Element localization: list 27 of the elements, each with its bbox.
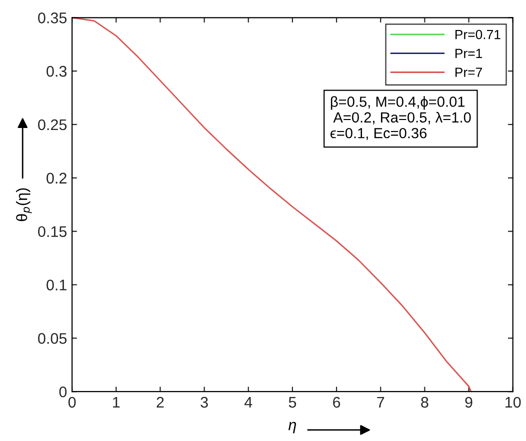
- annotation: ϵ=0.1, Ec=0.36: [330, 128, 427, 140]
- y-tick-label: 0: [59, 386, 67, 398]
- legend-label: Pr=1: [455, 48, 482, 58]
- x-axis-title: η: [288, 422, 296, 434]
- x-tick-label: 5: [288, 397, 296, 408]
- legend-label: Pr=0.71: [455, 30, 500, 40]
- y-tick-label: 0.1: [46, 280, 66, 290]
- y-tick-label: 0.25: [38, 119, 67, 130]
- x-tick-label: 9: [465, 396, 472, 408]
- x-tick-label: 0: [68, 396, 76, 408]
- x-tick-label: 2: [156, 396, 164, 408]
- x-tick-label: 6: [333, 396, 340, 408]
- y-tick-label: 0.2: [46, 172, 66, 184]
- x-tick-label: 7: [377, 397, 384, 408]
- y-tick-label: 0.35: [38, 12, 67, 24]
- x-tick-label: 4: [244, 397, 252, 408]
- x-tick-label: 3: [200, 396, 208, 408]
- annotation: β=0.5, M=0.4,ϕ=0.01: [330, 96, 465, 110]
- x-tick-label: 8: [421, 396, 428, 408]
- x-tick-label: 1: [113, 397, 120, 408]
- x-tick-label: 10: [506, 396, 521, 408]
- y-axis-title: θ$_{p}$(η): [16, 188, 32, 222]
- legend-label: Pr=7: [455, 68, 482, 77]
- y-tick-label: 0.05: [38, 333, 67, 344]
- y-tick-label: 0.15: [38, 226, 67, 238]
- annotation: A=0.2, Ra=0.5, λ=1.0: [333, 112, 471, 124]
- y-tick-label: 0.3: [46, 66, 67, 77]
